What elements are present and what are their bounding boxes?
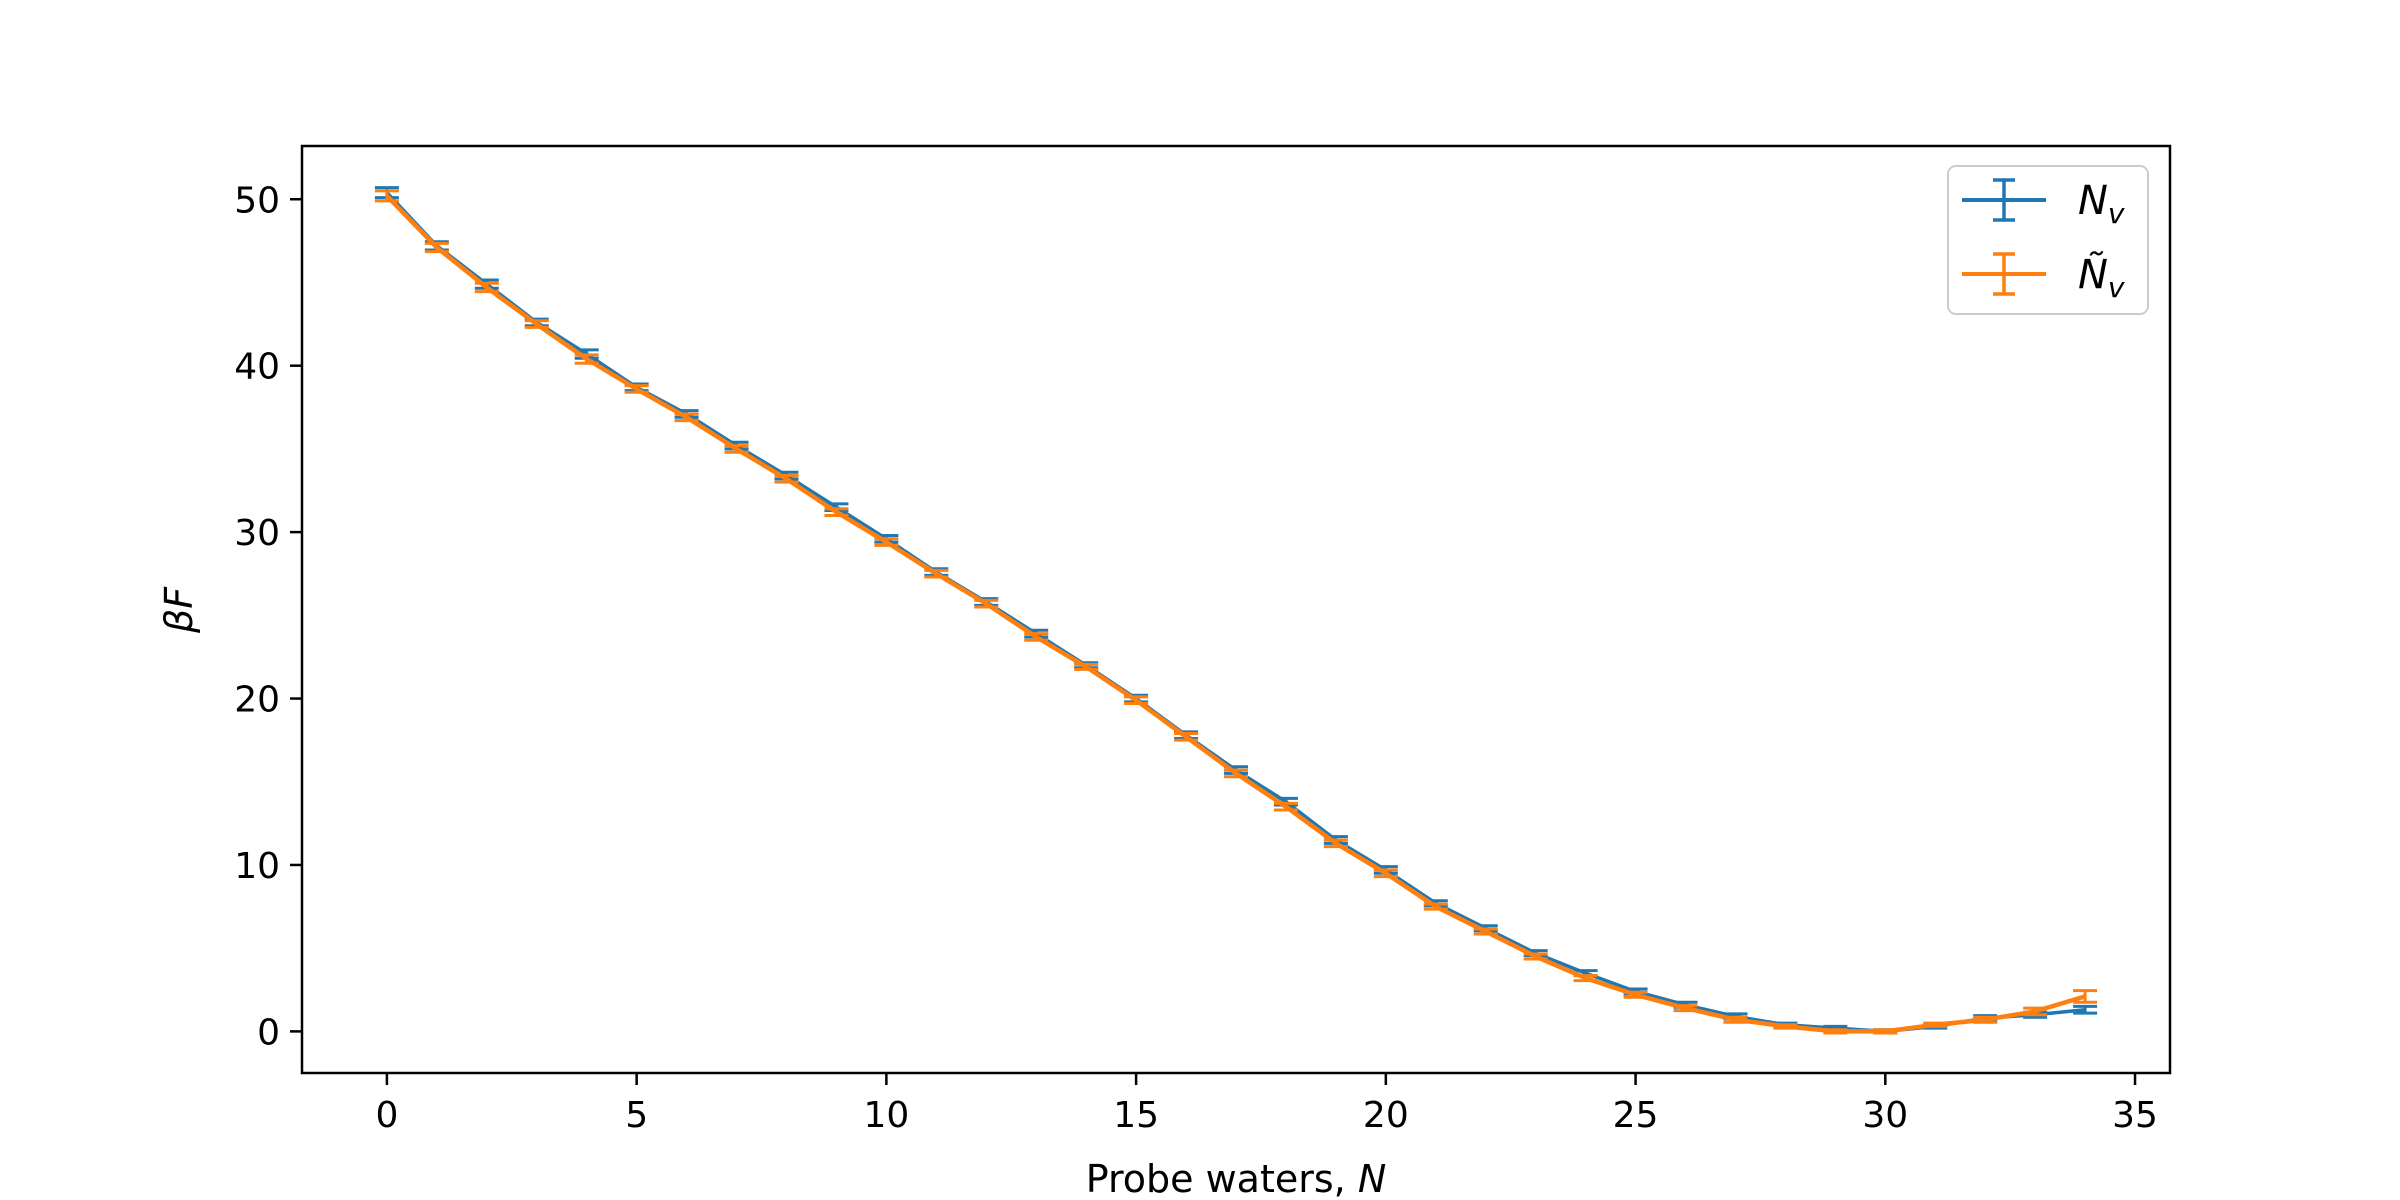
error-bar (1174, 731, 1199, 742)
error-bar (1573, 974, 1598, 983)
error-bar (924, 568, 949, 579)
legend-label: Nv (2078, 178, 2125, 230)
y-axis: 0 10 20 30 40 50 (234, 180, 302, 1053)
error-bar (674, 412, 699, 423)
error-bar (1423, 902, 1448, 911)
error-bar (424, 241, 449, 254)
plot-area (302, 146, 2170, 1073)
x-axis-label: Probe waters, N (1086, 1157, 1387, 1200)
error-bar (1823, 1028, 1848, 1035)
y-tick-label: 30 (234, 513, 280, 554)
x-tick-label: 20 (1363, 1095, 1409, 1136)
error-bar (1773, 1023, 1798, 1030)
legend-item-2: Ñv (1962, 250, 2125, 304)
y-tick-label: 10 (234, 846, 280, 887)
y-tick-label: 40 (234, 347, 280, 388)
error-bar (774, 474, 799, 484)
x-tick-label: 25 (1613, 1095, 1659, 1136)
error-bar (2023, 1006, 2048, 1017)
x-axis: 0 5 10 15 20 25 30 35 (375, 1073, 2158, 1136)
y-tick-label: 0 (257, 1012, 280, 1053)
error-bar (474, 281, 499, 294)
series-layer (374, 186, 2098, 1035)
x-tick-label: 30 (1862, 1095, 1908, 1136)
y-tick-label: 20 (234, 680, 280, 721)
x-tick-label: 15 (1113, 1095, 1159, 1136)
error-bar (1973, 1015, 1998, 1024)
error-bar (524, 319, 549, 329)
legend-box (1947, 165, 2149, 315)
error-bar (1273, 801, 1298, 812)
error-bar (1074, 662, 1099, 671)
error-bar (1373, 868, 1398, 879)
error-bar (1673, 1004, 1698, 1013)
error-bar (1224, 768, 1248, 779)
y-tick-label: 50 (234, 180, 280, 221)
plot-frame (300, 144, 2172, 1075)
error-bar (624, 384, 649, 394)
x-axis-label-var: N (1358, 1157, 1386, 1200)
error-bar (1323, 838, 1348, 849)
error-bar (1923, 1021, 1948, 1028)
x-tick-label: 35 (2112, 1095, 2158, 1136)
error-bar (824, 507, 849, 517)
error-bar (1723, 1015, 1748, 1024)
error-bar (1124, 695, 1149, 706)
legend-label-main: N (2078, 178, 2108, 224)
error-bar (1873, 1028, 1898, 1035)
error-bar (974, 598, 999, 609)
error-bar (1623, 990, 1648, 999)
error-bar (574, 353, 599, 365)
x-tick-label: 0 (375, 1095, 398, 1136)
x-tick-label: 10 (863, 1095, 909, 1136)
x-axis-label-text: Probe waters, (1086, 1157, 1358, 1200)
error-bar (1523, 952, 1548, 961)
error-bar (1473, 927, 1498, 936)
x-tick-label: 5 (625, 1095, 648, 1136)
error-bar (2073, 989, 2098, 1004)
legend-label-subscript: v (2108, 197, 2125, 230)
error-bar (724, 444, 749, 454)
legend-item-1: Nv (1962, 178, 2125, 230)
error-bar (1024, 632, 1049, 642)
series-2 (374, 189, 2098, 1035)
error-bar (874, 537, 899, 547)
legend-label-subscript: v (2108, 271, 2125, 304)
legend-label: Ñv (2078, 250, 2125, 304)
legend-label-main: Ñ (2078, 250, 2108, 298)
error-bar (374, 189, 399, 203)
y-axis-label: βF (157, 586, 201, 634)
error-bar (2073, 1004, 2098, 1015)
